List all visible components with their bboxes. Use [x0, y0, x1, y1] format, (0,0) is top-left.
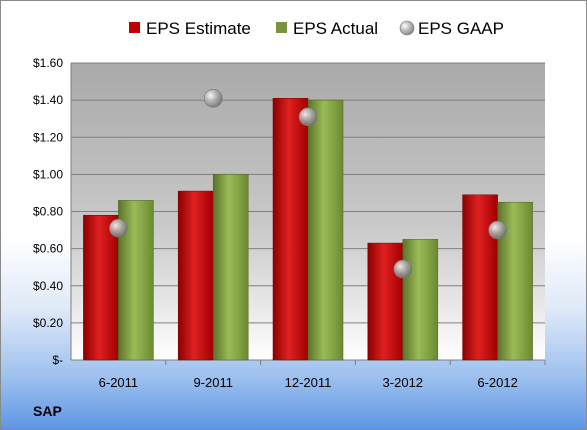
legend-label: EPS Actual — [293, 19, 378, 38]
eps-estimate-bar — [272, 98, 309, 361]
x-tick-label: 6-2012 — [477, 375, 517, 390]
eps-actual-bar — [307, 99, 344, 361]
legend: EPS Estimate EPS Actual EPS GAAP — [129, 19, 504, 38]
eps-actual-bar — [497, 201, 533, 361]
eps-estimate-bar — [462, 194, 498, 361]
legend-label: EPS Estimate — [146, 19, 251, 38]
x-tick-label: 12-2011 — [285, 375, 332, 390]
company-label: SAP — [33, 403, 62, 419]
eps-gaap-marker — [109, 218, 128, 238]
eps-gaap-marker — [203, 88, 223, 108]
y-tick-label: $1.40 — [33, 93, 63, 107]
eps-estimate-bar — [367, 242, 404, 361]
eps-estimate-bar — [177, 190, 214, 361]
eps-gaap-marker — [393, 259, 413, 279]
eps-actual-bar — [402, 239, 439, 361]
y-tick-label: $0.40 — [33, 279, 63, 293]
legend-swatch — [399, 20, 415, 36]
y-tick-label: $0.20 — [33, 316, 63, 330]
y-tick-label: $- — [52, 353, 63, 367]
x-tick-label: 9-2011 — [193, 375, 233, 390]
y-tick-label: $1.00 — [33, 167, 63, 181]
y-tick-label: $1.20 — [33, 130, 63, 144]
eps-actual-bar — [212, 174, 249, 361]
y-tick-label: $1.60 — [33, 56, 63, 70]
x-tick-label: 6-2011 — [99, 375, 139, 390]
eps-gaap-marker — [488, 220, 507, 240]
y-tick-label: $0.80 — [33, 205, 63, 219]
x-tick-label: 3-2012 — [383, 375, 423, 390]
eps-estimate-bar — [83, 214, 119, 361]
legend-swatch — [129, 22, 140, 33]
eps-gaap-marker — [298, 107, 318, 127]
legend-label: EPS GAAP — [418, 19, 504, 38]
legend-swatch — [276, 22, 287, 33]
y-tick-label: $0.60 — [33, 242, 63, 256]
